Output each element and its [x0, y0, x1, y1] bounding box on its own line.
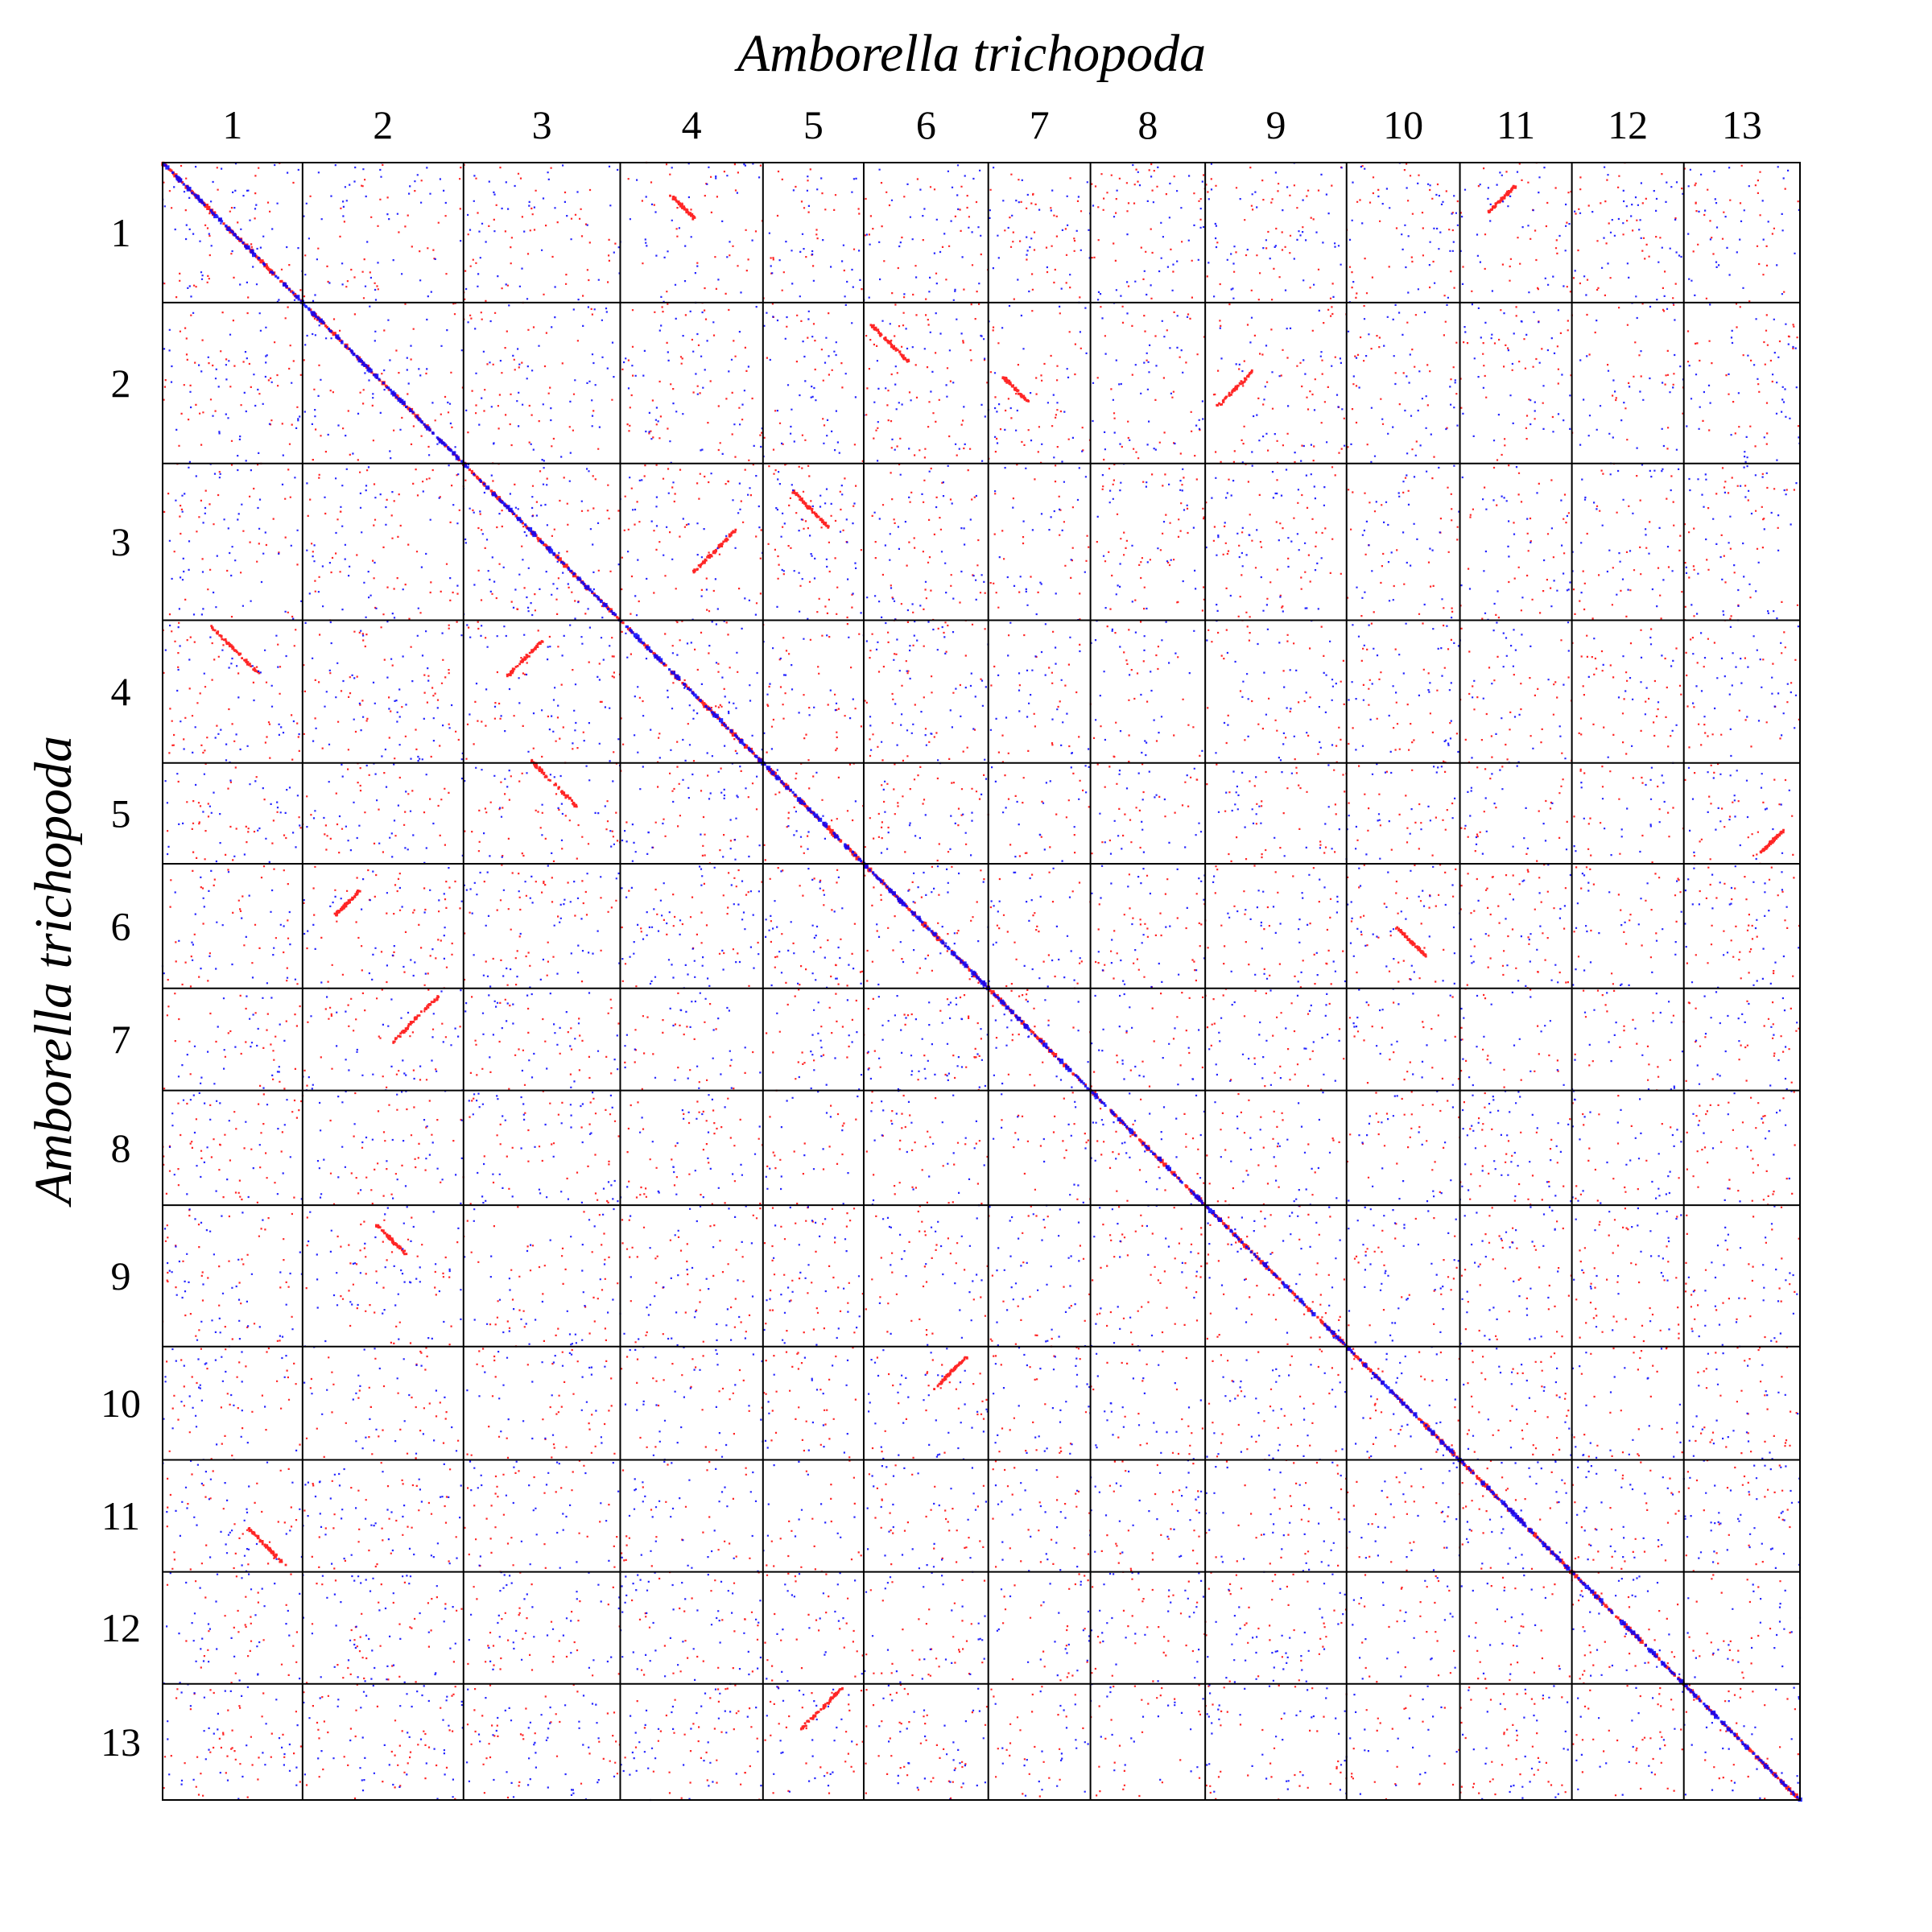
y-axis-title: Amborella trichopoda: [24, 736, 83, 1208]
y-tick-label: 12: [101, 1605, 141, 1650]
y-tick-label: 1: [111, 210, 131, 255]
y-tick-label: 9: [111, 1253, 131, 1298]
x-tick-label: 13: [1722, 102, 1762, 147]
x-tick-label: 11: [1496, 102, 1535, 147]
plot-frame: [162, 162, 1801, 1801]
x-tick-label: 8: [1137, 102, 1158, 147]
y-tick-label: 13: [101, 1719, 141, 1765]
y-tick-label: 6: [111, 903, 131, 948]
x-tick-label: 12: [1608, 102, 1648, 147]
dots-layer: [161, 161, 1802, 1802]
x-tick-label: 1: [222, 102, 242, 147]
y-tick-label: 11: [101, 1493, 140, 1538]
y-tick-label: 7: [111, 1017, 131, 1062]
x-tick-label: 7: [1030, 102, 1050, 147]
x-tick-label: 10: [1383, 102, 1423, 147]
y-tick-label: 10: [101, 1381, 141, 1426]
x-tick-label: 5: [803, 102, 824, 147]
x-tick-label: 6: [916, 102, 936, 147]
x-tick-label: 9: [1265, 102, 1286, 147]
x-axis-title: Amborella trichopoda: [734, 24, 1206, 83]
y-tick-label: 8: [111, 1125, 131, 1170]
y-tick-label: 2: [111, 361, 131, 406]
x-tick-label: 4: [682, 102, 702, 147]
grid-lines: [163, 163, 1800, 1800]
y-tick-label: 5: [111, 791, 131, 836]
y-tick-label: 4: [111, 669, 131, 714]
x-tick-label: 3: [532, 102, 552, 147]
blue-dots-series: [161, 162, 1802, 1802]
y-tick-label: 3: [111, 519, 131, 564]
x-tick-labels: 1 2 3 4 5 6 7 8 9 10 11 12 13: [222, 102, 1761, 147]
x-tick-label: 2: [373, 102, 393, 147]
